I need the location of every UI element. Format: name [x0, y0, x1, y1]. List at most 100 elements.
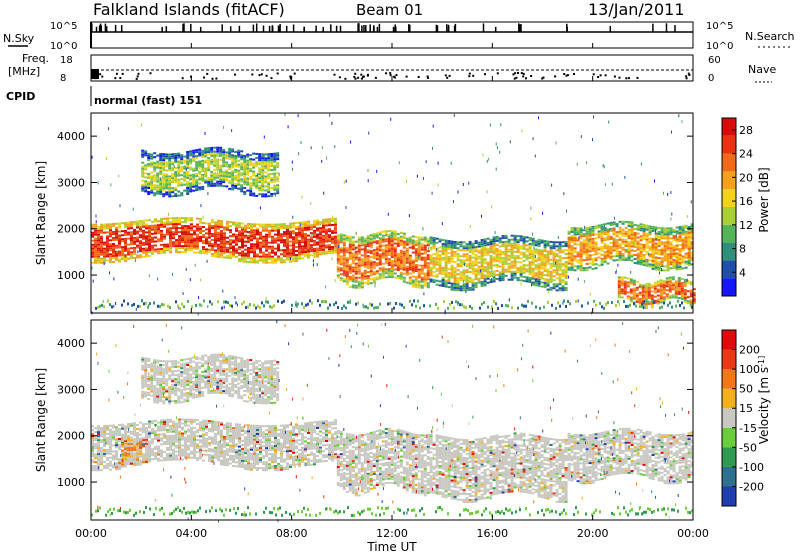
- data-cell: [427, 250, 430, 252]
- data-cell: [661, 263, 664, 265]
- data-cell: [228, 150, 231, 152]
- data-cell: [588, 239, 589, 242]
- data-cell: [505, 243, 508, 245]
- data-cell: [162, 173, 165, 175]
- data-cell: [604, 231, 607, 233]
- data-cell: [579, 237, 580, 240]
- nave-tick-low: 0: [708, 73, 714, 84]
- data-cell: [523, 260, 526, 262]
- data-cell: [304, 233, 307, 235]
- data-cell: [222, 151, 225, 153]
- data-cell: [511, 265, 514, 267]
- data-cell: [271, 248, 274, 250]
- data-cell: [166, 248, 169, 250]
- data-cell: [265, 250, 268, 252]
- data-cell: [153, 162, 156, 164]
- data-cell: [221, 307, 223, 310]
- data-cell: [180, 170, 183, 172]
- data-cell: [112, 231, 115, 233]
- data-cell: [349, 246, 352, 248]
- data-cell: [214, 237, 217, 239]
- data-cell: [448, 276, 451, 278]
- data-cell: [101, 304, 103, 307]
- data-cell: [289, 241, 292, 243]
- data-cell: [94, 258, 97, 260]
- data-cell: [231, 158, 234, 160]
- data-cell: [428, 247, 429, 250]
- data-cell: [505, 241, 508, 243]
- data-cell: [550, 251, 553, 253]
- data-cell: [604, 227, 607, 229]
- data-cell: [321, 160, 322, 163]
- data-cell: [517, 269, 520, 271]
- data-cell: [553, 257, 556, 259]
- data-cell: [481, 281, 484, 283]
- data-cell: [658, 245, 661, 247]
- data-cell: [469, 251, 472, 253]
- data-cell: [391, 274, 394, 276]
- data-cell: [651, 297, 654, 299]
- data-cell: [97, 244, 100, 246]
- data-cell: [613, 239, 614, 242]
- data-cell: [201, 162, 204, 164]
- data-cell: [412, 264, 415, 266]
- data-cell: [325, 233, 328, 235]
- data-cell: [469, 243, 472, 245]
- data-cell: [367, 261, 370, 263]
- data-cell: [580, 241, 583, 243]
- data-cell: [211, 255, 214, 257]
- data-cell: [195, 165, 198, 167]
- data-cell: [544, 280, 547, 282]
- data-cell: [202, 248, 205, 250]
- data-cell: [268, 224, 271, 226]
- data-cell: [265, 228, 268, 230]
- data-cell: [487, 248, 490, 250]
- data-cell: [238, 238, 241, 240]
- data-cell: [541, 282, 544, 284]
- data-cell: [169, 243, 172, 245]
- data-cell: [598, 233, 601, 235]
- data-cell: [664, 231, 667, 233]
- data-cell: [109, 229, 112, 231]
- data-cell: [225, 179, 228, 181]
- data-cell: [445, 242, 448, 244]
- data-cell: [451, 301, 453, 304]
- data-cell: [187, 241, 190, 243]
- data-cell: [153, 192, 156, 194]
- data-cell: [664, 257, 667, 259]
- data-cell: [400, 252, 403, 254]
- data-cell: [637, 249, 640, 251]
- data-cell: [349, 248, 352, 250]
- data-cell: [243, 301, 245, 304]
- data-cell: [484, 270, 487, 272]
- data-cell: [502, 279, 505, 281]
- data-cell: [559, 257, 562, 259]
- data-cell: [244, 257, 247, 259]
- data-cell: [175, 241, 178, 243]
- data-cell: [633, 284, 636, 286]
- data-cell: [358, 263, 361, 265]
- data-cell: [307, 243, 310, 245]
- data-cell: [364, 274, 367, 276]
- data-cell: [210, 177, 213, 179]
- data-cell: [97, 252, 100, 254]
- data-cell: [174, 189, 177, 191]
- data-cell: [337, 276, 340, 278]
- data-cell: [637, 233, 640, 235]
- data-cell: [505, 251, 508, 253]
- data-cell: [385, 252, 388, 254]
- data-cell: [613, 255, 616, 257]
- data-cell: [544, 278, 547, 280]
- data-cell: [244, 241, 247, 243]
- data-cell: [690, 303, 693, 305]
- data-cell: [367, 249, 370, 251]
- data-cell: [148, 245, 151, 247]
- data-cell: [259, 232, 262, 234]
- data-cell: [670, 245, 673, 247]
- data-cell: [340, 269, 343, 271]
- data-cell: [406, 238, 409, 240]
- data-cell: [313, 226, 316, 228]
- data-cell: [109, 257, 112, 259]
- data-cell: [568, 251, 571, 253]
- data-cell: [243, 163, 246, 165]
